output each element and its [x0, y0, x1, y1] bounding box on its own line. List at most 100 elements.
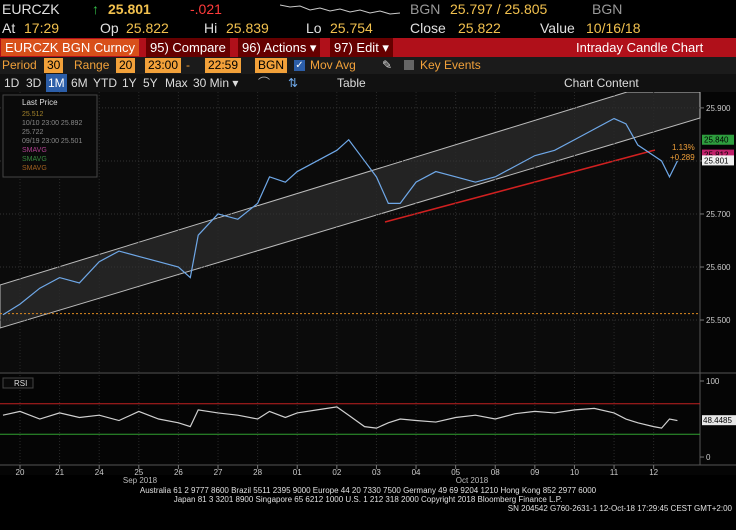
label: Hi — [204, 20, 218, 36]
menu-button[interactable]: 95) Compare — [146, 38, 230, 57]
annotation: +0.289 — [670, 153, 695, 162]
x-tick-label: 04 — [412, 468, 421, 477]
from-field[interactable]: 23:00 — [145, 58, 182, 73]
range-button[interactable]: 3D — [26, 76, 42, 90]
sparkline — [280, 4, 400, 15]
price-marker — [702, 134, 734, 145]
y-tick-label: 100 — [706, 377, 720, 386]
x-tick-label: 21 — [55, 468, 64, 477]
change: -.021 — [190, 1, 222, 17]
value: 25.822 — [126, 20, 169, 36]
y-tick-label: 25.500 — [706, 316, 731, 325]
range-button[interactable]: 1Y — [122, 76, 137, 90]
legend-line: 10/10 23:00 25.892 — [22, 120, 82, 127]
rsi-title: RSI — [14, 379, 27, 388]
range-button[interactable]: 6M — [71, 76, 88, 90]
chart-content-button[interactable]: Chart Content — [564, 76, 639, 90]
x-tick-label: 09 — [530, 468, 539, 477]
key-events[interactable]: Key Events — [420, 58, 481, 72]
y-tick-label: 25.600 — [706, 263, 731, 272]
footer-line: Japan 81 3 3201 8900 Singapore 65 6212 1… — [174, 495, 563, 504]
label: Close — [410, 20, 446, 36]
trend-line — [384, 149, 656, 223]
last-value-label: 48.4485 — [703, 416, 732, 425]
table-button[interactable]: Table — [337, 76, 366, 90]
annotation: 1.13% — [672, 143, 695, 152]
price-marker-label: 25.840 — [704, 136, 729, 145]
checkbox[interactable]: ✓ — [294, 60, 305, 71]
quote-row: EURCZK ↑ 25.801 -.021 BGN 25.797 / 25.80… — [0, 0, 736, 18]
ask-source: BGN — [592, 1, 623, 17]
legend-line: 25.512 — [22, 111, 44, 118]
range-button[interactable]: 1D — [4, 76, 20, 90]
toolbar: EURCZK BGN Curncy 95) Compare 96) Action… — [0, 38, 736, 57]
range-button[interactable]: 1M — [46, 74, 67, 92]
value: 25.754 — [330, 20, 373, 36]
x-tick-label: 12 — [649, 468, 658, 477]
price-marker-label: 25.812 — [704, 151, 729, 160]
trend-channel — [0, 91, 701, 329]
checkbox[interactable] — [404, 60, 414, 70]
range-field[interactable]: 20 — [116, 58, 136, 73]
x-tick-label: 24 — [95, 468, 104, 477]
x-tick-label: 11 — [610, 468, 619, 477]
edit-icon[interactable]: ✎ — [382, 58, 393, 72]
legend-line: 09/19 23:00 25.501 — [22, 138, 82, 145]
price-line — [2, 406, 678, 429]
value: 10/16/18 — [586, 20, 641, 36]
x-tick-label: 27 — [214, 468, 223, 477]
label: Range — [74, 58, 110, 72]
range-button[interactable]: 5Y — [143, 76, 158, 90]
y-tick-label: 0 — [706, 453, 711, 462]
x-tick-label: 20 — [16, 468, 25, 477]
last-price: 25.801 — [108, 1, 151, 17]
mov-avg[interactable]: Mov Avg — [310, 58, 356, 72]
menu-button[interactable]: 96) Actions ▾ — [238, 38, 321, 57]
separator: - — [186, 58, 190, 72]
y-tick-label: 25.900 — [706, 104, 731, 113]
legend-line: SMAVG — [22, 165, 47, 172]
tool-icon[interactable]: ⇅ — [288, 76, 299, 90]
price-panel — [0, 92, 700, 372]
value: 25.839 — [226, 20, 269, 36]
label: Value — [540, 20, 575, 36]
function-title: Intraday Candle Chart — [576, 40, 704, 55]
rsi-legend-box — [2, 377, 34, 389]
x-tick-label: 05 — [451, 468, 460, 477]
y-tick-label: 25.700 — [706, 210, 731, 219]
legend-box — [2, 94, 98, 178]
value: 17:29 — [24, 20, 60, 36]
label: Period — [2, 58, 37, 72]
ticker: EURCZK — [2, 1, 60, 17]
legend-line: SMAVG — [22, 156, 47, 163]
legend-line: SMAVG — [22, 147, 47, 154]
arrow: ↑ — [92, 1, 99, 17]
x-tick-label: 01 — [293, 468, 302, 477]
settings-row: Period 30 Range 20 23:00 - 22:59 BGN ✓ M… — [0, 57, 736, 74]
tool-icon[interactable]: ⌒ — [258, 76, 271, 90]
label: Lo — [306, 20, 322, 36]
footer-line: SN 204542 G760-2631-1 12-Oct-18 17:29:45… — [508, 504, 733, 513]
source-field[interactable]: BGN — [255, 58, 288, 73]
bid-source: BGN — [410, 1, 441, 17]
range-row: 1D 3D 1M 6M YTD 1Y 5Y Max 30 Min ▾ ⌒ ⇅ T… — [0, 74, 736, 92]
range-button[interactable]: 30 Min ▾ — [193, 76, 239, 90]
x-tick-label: 02 — [332, 468, 341, 477]
x-tick-label: 25 — [134, 468, 143, 477]
range-button[interactable]: YTD — [93, 76, 117, 90]
month-label: Oct 2018 — [456, 476, 489, 485]
footer-line: Australia 61 2 9777 8600 Brazil 5511 239… — [140, 486, 597, 495]
label: At — [2, 20, 16, 36]
to-field[interactable]: 22:59 — [205, 58, 242, 73]
period-field[interactable]: 30 — [44, 58, 64, 73]
price-marker — [702, 155, 734, 166]
menu-button[interactable]: 97) Edit ▾ — [330, 38, 393, 57]
security-field[interactable]: EURCZK BGN Curncy — [1, 39, 140, 56]
month-label: Sep 2018 — [123, 476, 158, 485]
range-button[interactable]: Max — [165, 76, 188, 90]
label: Op — [100, 20, 119, 36]
x-tick-label: 28 — [253, 468, 262, 477]
price-marker — [702, 149, 734, 160]
